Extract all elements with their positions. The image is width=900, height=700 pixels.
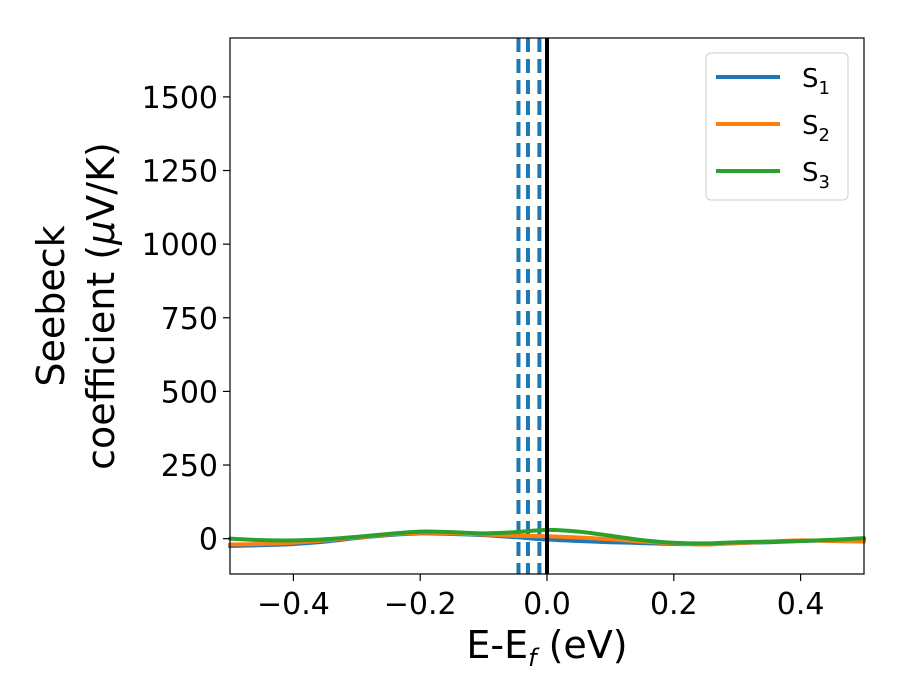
y-axis-label-line2: coefficient (μV/K) [79, 142, 123, 470]
legend-items: S1 S2 S3 [716, 64, 830, 193]
data-layer [228, 38, 866, 574]
y-tick-label: 0 [199, 523, 218, 558]
y-tick-label: 250 [161, 449, 218, 484]
x-tick-label: −0.2 [384, 587, 457, 622]
y-axis-label-line1: Seebeck [29, 225, 73, 386]
x-ticks: −0.4 −0.2 0.0 0.2 0.4 [257, 574, 824, 622]
legend: S1 S2 S3 [705, 52, 849, 201]
legend-label-s1: S1 [802, 64, 830, 99]
legend-box [705, 52, 849, 201]
x-tick-label: 0.0 [523, 587, 571, 622]
y-tick-label: 1000 [142, 228, 218, 263]
legend-label-s3: S3 [802, 158, 830, 193]
y-ticks: 0 250 500 750 1000 1250 1500 [142, 81, 230, 558]
y-tick-label: 750 [161, 302, 218, 337]
x-tick-label: 0.4 [777, 587, 825, 622]
x-tick-label: −0.4 [257, 587, 330, 622]
x-axis-label: E-Ef (eV) [466, 623, 627, 672]
y-axis-label: Seebeck coefficient (μV/K) [29, 142, 123, 470]
x-tick-label: 0.2 [650, 587, 698, 622]
legend-label-s2: S2 [802, 111, 830, 146]
y-tick-label: 1250 [142, 155, 218, 190]
y-tick-label: 1500 [142, 81, 218, 116]
y-tick-label: 500 [161, 375, 218, 410]
